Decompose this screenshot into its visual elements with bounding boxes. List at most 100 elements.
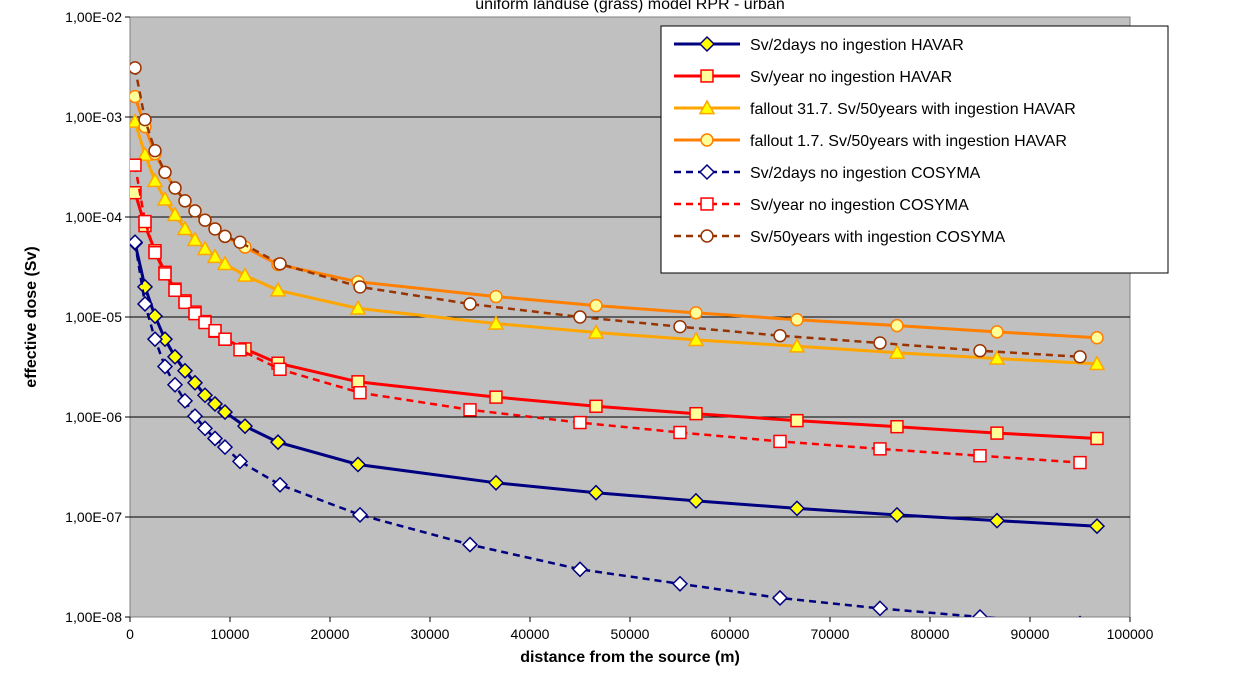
data-point — [988, 349, 1006, 365]
data-point — [353, 385, 367, 400]
data-point — [487, 315, 505, 330]
data-point — [178, 194, 192, 208]
data-point — [587, 484, 605, 501]
data-point — [463, 297, 477, 311]
series-1 — [130, 234, 1106, 535]
data-point — [990, 325, 1004, 339]
data-point — [168, 181, 182, 195]
data-point — [138, 214, 152, 229]
data-point — [236, 418, 254, 435]
data-point — [873, 442, 887, 456]
data-point — [156, 190, 174, 206]
y-tick-label: 1,00E-04 — [65, 209, 122, 225]
legend-items: Sv/2days no ingestion HAVAR Sv/year no in… — [674, 35, 1076, 246]
data-point — [888, 344, 906, 360]
legend-item: Sv/2days no ingestion COSYMA — [674, 163, 981, 182]
x-tick-label: 60000 — [711, 626, 750, 642]
data-point — [208, 323, 222, 338]
legend-item: Sv/50years with ingestion COSYMA — [674, 229, 1006, 246]
data-point — [156, 358, 174, 375]
data-point — [790, 413, 804, 428]
y-tick-label: 1,00E-05 — [65, 309, 122, 325]
data-point — [353, 280, 367, 294]
data-point — [231, 453, 249, 470]
data-point — [146, 308, 164, 325]
legend-label: Sv/year no ingestion COSYMA — [750, 197, 969, 214]
data-point — [698, 99, 716, 115]
data-point — [771, 589, 789, 607]
data-point — [573, 310, 587, 324]
legend-item: fallout 1.7. Sv/50years with ingestion H… — [674, 133, 1067, 150]
x-tick-label: 0 — [126, 626, 134, 642]
x-tick-label: 100000 — [1107, 626, 1154, 642]
data-point — [351, 375, 365, 389]
series-5 — [130, 234, 1082, 617]
data-point — [773, 434, 787, 449]
x-tick-label: 30000 — [411, 626, 450, 642]
series-6 — [130, 158, 1087, 470]
legend-item: Sv/year no ingestion HAVAR — [674, 69, 952, 86]
series-layer — [130, 61, 1106, 617]
data-point — [971, 608, 989, 617]
x-axis-ticks: 0 10000 20000 30000 40000 50000 60000 70000 8000… — [126, 617, 1154, 642]
data-point — [1090, 431, 1104, 446]
data-point — [271, 476, 289, 493]
y-axis-ticks: 1,00E-08 1,00E-07 1,00E-06 1,00E-05 1,00E-04… — [65, 9, 130, 625]
x-tick-label: 50000 — [611, 626, 650, 642]
data-point — [788, 337, 806, 353]
data-point — [1078, 615, 1082, 617]
data-point — [700, 69, 714, 83]
data-point — [196, 420, 214, 437]
data-point — [218, 229, 232, 244]
data-point — [589, 298, 603, 313]
data-point — [206, 430, 224, 447]
data-point — [216, 255, 234, 271]
data-point — [166, 206, 184, 222]
data-point — [216, 439, 234, 456]
data-point — [587, 323, 605, 339]
data-point — [146, 172, 164, 188]
data-point — [573, 415, 587, 430]
data-point — [148, 245, 162, 260]
data-point — [158, 165, 172, 179]
series-7 — [130, 61, 1087, 364]
data-point — [988, 512, 1006, 529]
legend-label: fallout 31.7. Sv/50years with ingestion … — [750, 101, 1076, 118]
data-point — [790, 312, 804, 327]
data-point — [487, 474, 505, 491]
x-tick-label: 90000 — [1011, 626, 1050, 642]
data-point — [888, 506, 906, 523]
data-point — [1088, 518, 1106, 535]
legend-label: Sv/2days no ingestion COSYMA — [750, 165, 981, 182]
data-point — [698, 163, 716, 181]
data-point — [700, 229, 714, 243]
data-point — [700, 133, 714, 147]
legend-item: fallout 31.7. Sv/50years with ingestion … — [674, 99, 1076, 118]
data-point — [198, 213, 212, 227]
data-point — [673, 319, 687, 334]
data-point — [176, 220, 194, 236]
chart-title: uniform landuse (grass) model RPR - urba… — [475, 0, 784, 13]
data-point — [216, 404, 234, 421]
data-point — [788, 500, 806, 517]
data-point — [138, 112, 152, 127]
legend-label: Sv/year no ingestion HAVAR — [750, 69, 952, 86]
data-point — [1073, 455, 1087, 470]
data-point — [571, 561, 589, 578]
data-point — [206, 395, 224, 413]
data-point — [186, 231, 204, 247]
data-point — [176, 392, 194, 409]
data-point — [168, 283, 182, 297]
y-tick-label: 1,00E-08 — [65, 609, 122, 625]
data-point — [176, 362, 194, 379]
data-point — [146, 331, 164, 348]
data-point — [698, 35, 716, 53]
data-point — [166, 348, 184, 365]
data-point — [589, 399, 603, 413]
data-point — [973, 344, 987, 358]
data-point — [1073, 350, 1087, 364]
x-tick-label: 20000 — [311, 626, 350, 642]
data-point — [196, 387, 214, 404]
data-point — [166, 376, 184, 393]
